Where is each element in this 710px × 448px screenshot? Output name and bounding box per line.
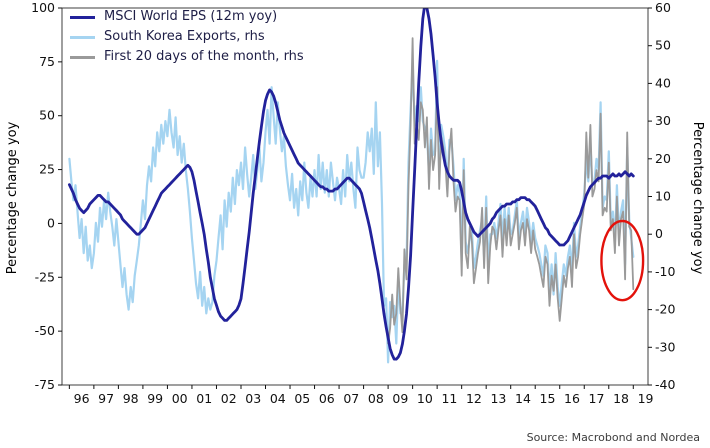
svg-text:13: 13: [490, 391, 506, 406]
svg-text:02: 02: [221, 391, 237, 406]
svg-text:10: 10: [417, 391, 433, 406]
svg-text:-50: -50: [35, 323, 55, 338]
svg-text:03: 03: [245, 391, 261, 406]
legend-label-korea-exports: South Korea Exports, rhs: [104, 29, 265, 44]
svg-text:0: 0: [655, 226, 663, 241]
svg-text:-30: -30: [655, 339, 675, 354]
svg-text:12: 12: [466, 391, 482, 406]
svg-text:04: 04: [270, 391, 286, 406]
svg-text:30: 30: [655, 113, 671, 128]
highlight-ellipse: [600, 219, 645, 302]
source-note: Source: Macrobond and Nordea: [526, 431, 700, 444]
svg-text:05: 05: [294, 391, 310, 406]
chart-legend: MSCI World EPS (12m yoy) South Korea Exp…: [70, 9, 304, 65]
svg-text:20: 20: [655, 151, 671, 166]
svg-text:100: 100: [31, 0, 55, 15]
svg-text:-75: -75: [35, 377, 55, 392]
svg-text:11: 11: [441, 391, 457, 406]
legend-item-first-20-days: First 20 days of the month, rhs: [70, 49, 304, 65]
svg-text:16: 16: [564, 391, 580, 406]
legend-label-first-20-days: First 20 days of the month, rhs: [104, 49, 304, 64]
svg-text:01: 01: [196, 391, 212, 406]
svg-text:09: 09: [392, 391, 408, 406]
legend-item-msci-eps: MSCI World EPS (12m yoy): [70, 9, 304, 25]
legend-item-korea-exports: South Korea Exports, rhs: [70, 29, 304, 45]
svg-text:-25: -25: [35, 269, 55, 284]
svg-text:19: 19: [638, 391, 654, 406]
series-line-0: [68, 8, 635, 361]
svg-text:97: 97: [98, 391, 114, 406]
svg-text:-20: -20: [655, 302, 675, 317]
svg-text:07: 07: [343, 391, 359, 406]
svg-text:06: 06: [319, 391, 335, 406]
svg-text:-40: -40: [655, 377, 675, 392]
svg-text:14: 14: [515, 391, 531, 406]
right-axis-title: Percentage change yoy: [690, 121, 705, 275]
svg-text:08: 08: [368, 391, 384, 406]
legend-label-msci-eps: MSCI World EPS (12m yoy): [104, 9, 278, 24]
svg-text:-10: -10: [655, 264, 675, 279]
svg-text:18: 18: [613, 391, 629, 406]
svg-text:99: 99: [147, 391, 163, 406]
svg-text:96: 96: [74, 391, 90, 406]
svg-text:0: 0: [47, 215, 55, 230]
legend-swatch-msci-eps: [70, 15, 95, 19]
svg-text:50: 50: [655, 38, 671, 53]
svg-text:50: 50: [39, 108, 55, 123]
left-axis-title: Percentage change yoy: [5, 121, 20, 275]
series-line-1: [68, 59, 635, 364]
legend-swatch-first-20-days: [70, 55, 95, 59]
svg-text:98: 98: [123, 391, 139, 406]
svg-text:00: 00: [172, 391, 188, 406]
legend-swatch-korea-exports: [70, 35, 95, 39]
svg-text:17: 17: [589, 391, 605, 406]
svg-text:15: 15: [540, 391, 556, 406]
svg-text:75: 75: [39, 54, 55, 69]
svg-text:25: 25: [39, 162, 55, 177]
svg-text:40: 40: [655, 75, 671, 90]
svg-text:10: 10: [655, 189, 671, 204]
series-line-2: [387, 37, 635, 345]
svg-text:60: 60: [655, 0, 671, 15]
